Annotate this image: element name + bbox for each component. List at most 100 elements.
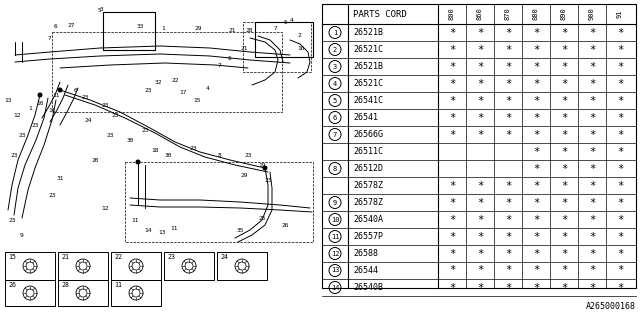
Text: 29: 29 bbox=[240, 172, 248, 178]
Text: 2: 2 bbox=[333, 46, 337, 52]
Text: *: * bbox=[589, 61, 595, 71]
Text: 27: 27 bbox=[67, 22, 75, 28]
Text: *: * bbox=[589, 283, 595, 292]
Text: 35: 35 bbox=[236, 228, 244, 233]
Text: *: * bbox=[589, 95, 595, 106]
Text: 7: 7 bbox=[47, 36, 51, 41]
Text: 12: 12 bbox=[13, 113, 20, 117]
Text: *: * bbox=[617, 231, 623, 242]
Text: *: * bbox=[561, 164, 567, 173]
Text: 9: 9 bbox=[20, 233, 24, 237]
Text: 21: 21 bbox=[240, 45, 248, 51]
Text: *: * bbox=[533, 283, 539, 292]
Text: *: * bbox=[505, 214, 511, 225]
Text: 26511C: 26511C bbox=[353, 147, 383, 156]
Bar bbox=[111, 280, 161, 306]
Text: 26521C: 26521C bbox=[353, 45, 383, 54]
Text: *: * bbox=[617, 283, 623, 292]
Text: 26512D: 26512D bbox=[353, 164, 383, 173]
Text: 23: 23 bbox=[48, 193, 56, 197]
Bar bbox=[164, 252, 214, 280]
Circle shape bbox=[263, 166, 267, 170]
Text: 26588: 26588 bbox=[353, 249, 378, 258]
Text: 26578Z: 26578Z bbox=[353, 181, 383, 190]
Text: *: * bbox=[533, 214, 539, 225]
Text: 23: 23 bbox=[189, 146, 196, 150]
Text: 29: 29 bbox=[195, 26, 202, 30]
Text: *: * bbox=[617, 44, 623, 54]
Text: *: * bbox=[505, 283, 511, 292]
Text: *: * bbox=[449, 44, 455, 54]
Text: 26: 26 bbox=[281, 222, 289, 228]
Text: 1: 1 bbox=[161, 26, 165, 30]
Text: 26521B: 26521B bbox=[353, 28, 383, 37]
Text: 8: 8 bbox=[333, 165, 337, 172]
Bar bbox=[58, 252, 108, 280]
Text: *: * bbox=[505, 28, 511, 37]
Text: 28: 28 bbox=[61, 282, 69, 288]
Text: 23: 23 bbox=[144, 87, 152, 92]
Text: *: * bbox=[505, 249, 511, 259]
Text: 26: 26 bbox=[8, 282, 16, 288]
Text: *: * bbox=[449, 95, 455, 106]
Text: *: * bbox=[533, 28, 539, 37]
Text: *: * bbox=[449, 61, 455, 71]
Text: 1: 1 bbox=[28, 106, 32, 110]
Text: 6: 6 bbox=[333, 115, 337, 121]
Text: 91: 91 bbox=[617, 10, 623, 18]
Text: *: * bbox=[617, 266, 623, 276]
Text: *: * bbox=[533, 180, 539, 190]
Text: 7: 7 bbox=[333, 132, 337, 138]
Bar bbox=[103, 12, 155, 50]
Text: *: * bbox=[561, 283, 567, 292]
Text: *: * bbox=[505, 78, 511, 89]
Text: 7: 7 bbox=[218, 62, 222, 68]
Text: *: * bbox=[477, 283, 483, 292]
Text: *: * bbox=[617, 164, 623, 173]
Text: 11: 11 bbox=[52, 92, 60, 98]
Text: *: * bbox=[449, 180, 455, 190]
Text: *: * bbox=[589, 214, 595, 225]
Text: 23: 23 bbox=[106, 132, 114, 138]
Text: *: * bbox=[533, 130, 539, 140]
Text: 23: 23 bbox=[31, 123, 39, 127]
Text: *: * bbox=[589, 78, 595, 89]
Text: 26521C: 26521C bbox=[353, 79, 383, 88]
Text: 23: 23 bbox=[167, 254, 175, 260]
Text: 9: 9 bbox=[333, 199, 337, 205]
Text: 4: 4 bbox=[206, 85, 210, 91]
Text: 880: 880 bbox=[533, 8, 539, 20]
Text: 21: 21 bbox=[228, 28, 236, 33]
Text: 32: 32 bbox=[154, 79, 162, 84]
Text: *: * bbox=[617, 28, 623, 37]
Text: *: * bbox=[561, 180, 567, 190]
Text: *: * bbox=[617, 95, 623, 106]
Text: *: * bbox=[505, 180, 511, 190]
Text: *: * bbox=[589, 147, 595, 156]
Text: *: * bbox=[477, 78, 483, 89]
Text: 860: 860 bbox=[477, 8, 483, 20]
Circle shape bbox=[58, 88, 62, 92]
Text: *: * bbox=[561, 61, 567, 71]
Text: 13: 13 bbox=[331, 268, 339, 274]
Text: 23: 23 bbox=[81, 94, 89, 100]
Text: 18: 18 bbox=[151, 148, 159, 153]
Text: 10: 10 bbox=[331, 217, 339, 222]
Text: *: * bbox=[505, 197, 511, 207]
Text: 3: 3 bbox=[333, 63, 337, 69]
Text: *: * bbox=[617, 78, 623, 89]
Text: 6: 6 bbox=[73, 87, 77, 92]
Text: 30: 30 bbox=[164, 153, 172, 157]
Text: 23: 23 bbox=[141, 127, 148, 132]
Text: *: * bbox=[477, 44, 483, 54]
Text: *: * bbox=[589, 164, 595, 173]
Text: *: * bbox=[505, 61, 511, 71]
Text: *: * bbox=[449, 113, 455, 123]
Text: 26544: 26544 bbox=[353, 266, 378, 275]
Bar bbox=[58, 280, 108, 306]
Bar bbox=[111, 252, 161, 280]
Text: 30: 30 bbox=[126, 138, 134, 142]
Text: *: * bbox=[477, 214, 483, 225]
Bar bbox=[243, 22, 311, 72]
Text: 26566G: 26566G bbox=[353, 130, 383, 139]
